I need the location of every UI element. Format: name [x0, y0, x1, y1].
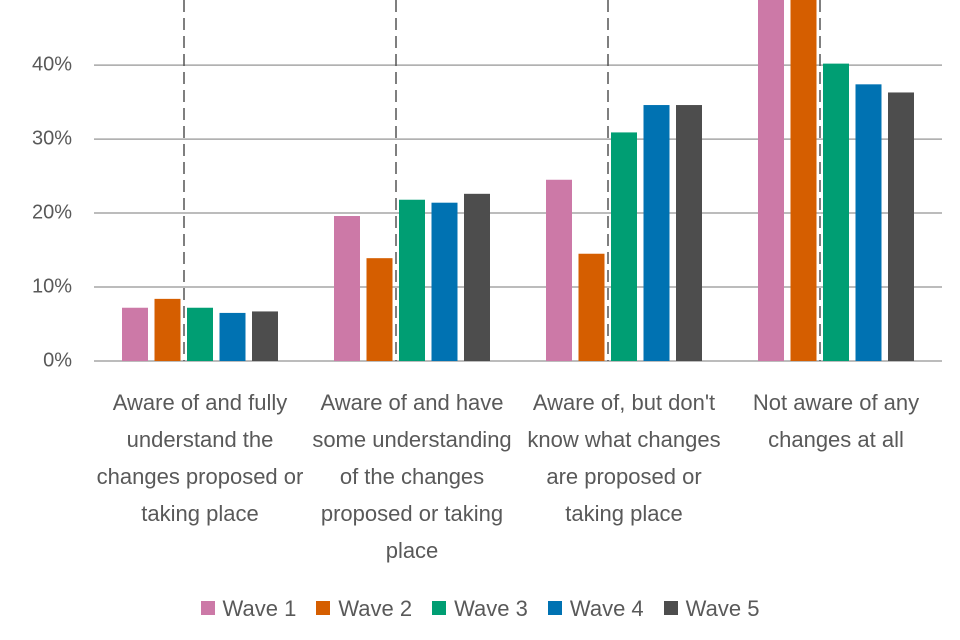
bar — [252, 311, 278, 361]
legend-swatch — [547, 601, 562, 616]
y-tick-label: 30% — [32, 127, 72, 149]
legend-label: Wave 5 — [685, 596, 760, 621]
x-tick-label: Aware of and have some understanding of … — [312, 390, 512, 563]
bar — [888, 92, 914, 361]
legend-label: Wave 3 — [454, 596, 528, 621]
y-tick-label: 10% — [32, 275, 72, 297]
bar — [366, 258, 393, 361]
legend-item: Wave 3 — [432, 596, 528, 622]
bar — [855, 84, 882, 361]
legend-label: Wave 1 — [222, 596, 297, 621]
bar — [219, 312, 246, 361]
x-tick-label: Aware of and fully understand the change… — [96, 390, 304, 526]
bar — [334, 216, 360, 361]
legend-swatch — [663, 601, 678, 616]
x-tick-label: Not aware of any changes at all — [752, 390, 920, 452]
bar — [676, 105, 702, 362]
bar — [790, 0, 817, 361]
legend-swatch — [316, 601, 331, 616]
bar — [823, 63, 849, 362]
bar — [154, 298, 181, 361]
legend: Wave 1 Wave 2 Wave 3 Wave 4 Wave 5 — [0, 596, 960, 622]
bar — [546, 179, 572, 361]
bar — [611, 132, 637, 361]
y-tick-label: 20% — [32, 201, 72, 223]
y-tick-label: 40% — [32, 53, 72, 75]
y-tick-label: 0% — [43, 349, 72, 371]
bar — [431, 202, 458, 361]
x-tick-label: Aware of, but don't know what changes ar… — [527, 390, 721, 526]
legend-item: Wave 1 — [200, 596, 297, 622]
legend-swatch — [432, 601, 447, 616]
legend-swatch — [200, 601, 215, 616]
legend-label: Wave 4 — [569, 596, 644, 621]
legend-label: Wave 2 — [338, 596, 413, 621]
bar — [122, 307, 148, 361]
legend-item: Wave 5 — [663, 596, 760, 622]
legend-item: Wave 4 — [547, 596, 644, 622]
bar — [643, 105, 670, 362]
bar — [464, 193, 490, 361]
legend-item: Wave 2 — [316, 596, 412, 622]
bar — [187, 307, 213, 361]
bar — [758, 0, 784, 361]
bar — [578, 253, 605, 361]
bar — [399, 199, 425, 361]
